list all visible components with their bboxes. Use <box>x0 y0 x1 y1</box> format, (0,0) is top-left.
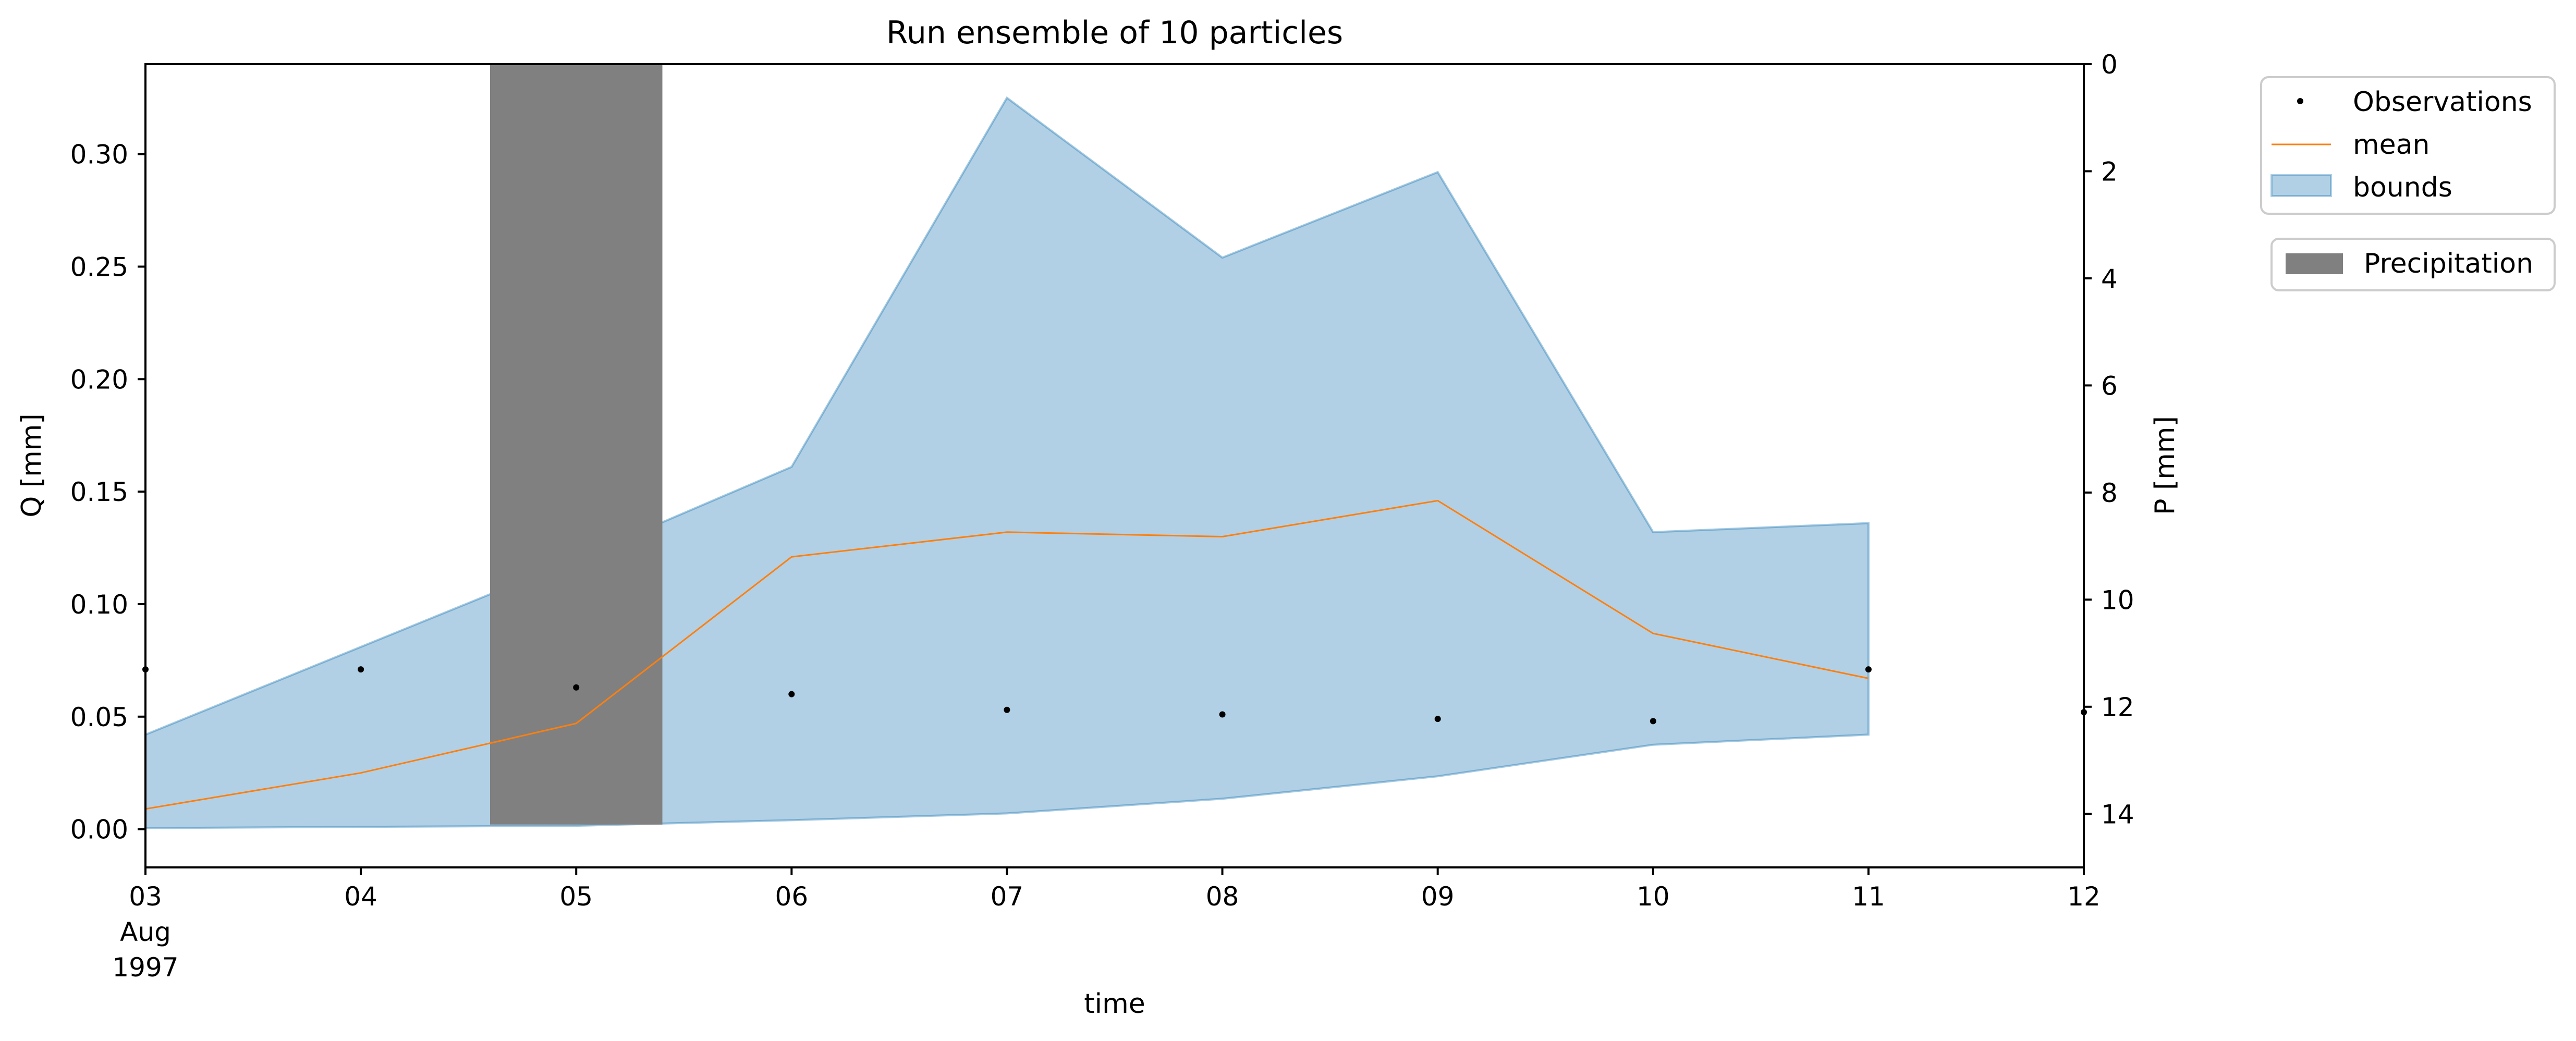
precipitation-bar <box>490 64 663 825</box>
x-tick-label: 09 <box>1421 881 1455 912</box>
legend-bounds-label: bounds <box>2353 172 2452 203</box>
x-tick-label: 03 <box>129 881 162 912</box>
axes-frame <box>144 63 2085 868</box>
observation-point <box>1004 706 1010 713</box>
legend-mean-label: mean <box>2353 129 2430 161</box>
y2-tick-label: 4 <box>2101 264 2118 294</box>
x-tick-label: 08 <box>1206 881 1239 912</box>
chart-title: Run ensemble of 10 particles <box>886 15 1343 51</box>
y-tick-label: 0.25 <box>70 252 128 282</box>
y2-tick-label: 8 <box>2101 478 2118 508</box>
x-tick-label: 06 <box>775 881 809 912</box>
y-axis-right: 0 2 4 6 8 10 12 14 <box>2084 50 2134 829</box>
y-tick-label: 0.00 <box>70 815 128 845</box>
x-tick-label: 11 <box>1852 881 1885 912</box>
legend-precipitation-swatch <box>2286 253 2343 274</box>
x-tick-sublabel-month: Aug <box>120 917 171 947</box>
observation-point <box>1434 716 1441 722</box>
y-tick-label: 0.15 <box>70 477 128 507</box>
y2-tick-label: 2 <box>2101 156 2118 187</box>
y2-tick-label: 10 <box>2101 585 2134 615</box>
legend-precipitation-label: Precipitation <box>2364 248 2533 279</box>
observation-point <box>1650 718 1656 725</box>
y-tick-label: 0.30 <box>70 140 128 170</box>
x-tick-label: 07 <box>991 881 1024 912</box>
observation-point <box>1219 711 1226 718</box>
plot-area <box>142 64 2087 829</box>
mean-line <box>145 499 1869 810</box>
observation-point <box>358 666 364 673</box>
observation-point <box>1865 666 1872 673</box>
legend-box <box>2260 76 2556 215</box>
x-axis: 03 Aug 1997 04 05 06 07 08 09 10 11 12 <box>112 867 2101 983</box>
x-tick-label: 10 <box>1637 881 1670 912</box>
x-tick-label: 12 <box>2067 881 2101 912</box>
legend: Observations mean bounds <box>2260 76 2556 215</box>
legend-secondary: Precipitation <box>2270 238 2556 291</box>
y2-axis-label: P [mm] <box>2150 416 2181 515</box>
observation-point <box>788 691 795 697</box>
y-axis-label: Q [mm] <box>16 413 47 517</box>
y2-tick-label: 12 <box>2101 692 2134 722</box>
x-axis-label: time <box>1084 988 1145 1020</box>
y2-tick-label: 6 <box>2101 371 2118 401</box>
y2-tick-label: 0 <box>2101 50 2118 80</box>
legend-observations-label: Observations <box>2353 87 2532 118</box>
y-tick-label: 0.20 <box>70 364 128 395</box>
y-tick-label: 0.05 <box>70 702 128 732</box>
y2-tick-label: 14 <box>2101 799 2134 829</box>
x-tick-sublabel-year: 1997 <box>112 952 178 983</box>
y-tick-label: 0.10 <box>70 590 128 620</box>
y-axis-left: 0.00 0.05 0.10 0.15 0.20 0.25 0.30 <box>70 140 145 845</box>
x-tick-label: 05 <box>559 881 593 912</box>
legend-observations-marker <box>2297 98 2303 104</box>
legend-secondary-box <box>2270 238 2556 291</box>
observation-point <box>573 684 580 691</box>
x-tick-label: 04 <box>344 881 377 912</box>
legend-bounds-swatch <box>2270 174 2332 197</box>
